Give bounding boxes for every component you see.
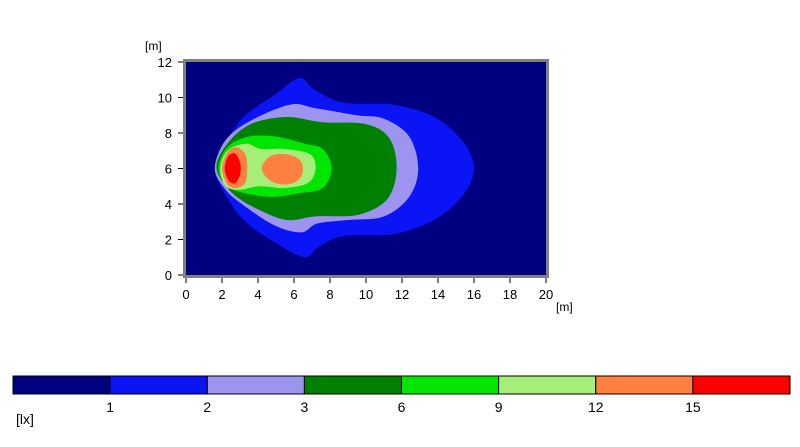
y-tick-label-2: 2 [165,233,172,248]
x-tick-label-12: 12 [395,287,409,302]
legend-swatch-1 [109,375,208,395]
x-unit-label: [m] [556,300,573,314]
x-tick-label-2: 2 [218,287,225,302]
x-tick-label-8: 8 [326,287,333,302]
legend-swatch-4 [401,375,500,395]
legend-threshold-15: 15 [685,399,701,415]
legend-threshold-6: 6 [398,399,406,415]
x-tick-label-0: 0 [182,287,189,302]
legend-unit-label: [lx] [16,411,34,427]
contour-level-15-7 [224,153,241,184]
legend-threshold-12: 12 [588,399,604,415]
x-tick-label-20: 20 [539,287,553,302]
legend-threshold-2: 2 [203,399,211,415]
y-tick-label-12: 12 [158,55,172,70]
legend-threshold-9: 9 [495,399,503,415]
legend-threshold-3: 3 [301,399,309,415]
contour-level-12-6 [261,153,303,185]
legend-swatch-0 [12,375,111,395]
x-tick-label-6: 6 [290,287,297,302]
color-legend: 1 2 3 6 9 12 15 [12,375,791,415]
plot-area [183,59,549,278]
legend-swatch-6 [595,375,694,395]
y-tick-label-10: 10 [158,91,172,106]
legend-swatch-3 [303,375,402,395]
legend-threshold-1: 1 [106,399,114,415]
legend-swatch-2 [206,375,305,395]
legend-swatch-7 [692,375,791,395]
x-tick-label-10: 10 [359,287,373,302]
x-tick-label-4: 4 [254,287,261,302]
axes: 0 2 4 6 8 10 12 14 16 18 20 0 2 4 6 8 10 12 [158,55,554,302]
x-tick-label-18: 18 [503,287,517,302]
y-tick-label-0: 0 [165,268,172,283]
y-tick-label-6: 6 [165,162,172,177]
y-unit-label: [m] [145,39,162,53]
x-tick-label-16: 16 [467,287,481,302]
x-tick-label-14: 14 [431,287,445,302]
y-tick-label-8: 8 [165,126,172,141]
y-tick-label-4: 4 [165,197,172,212]
legend-swatch-5 [498,375,597,395]
